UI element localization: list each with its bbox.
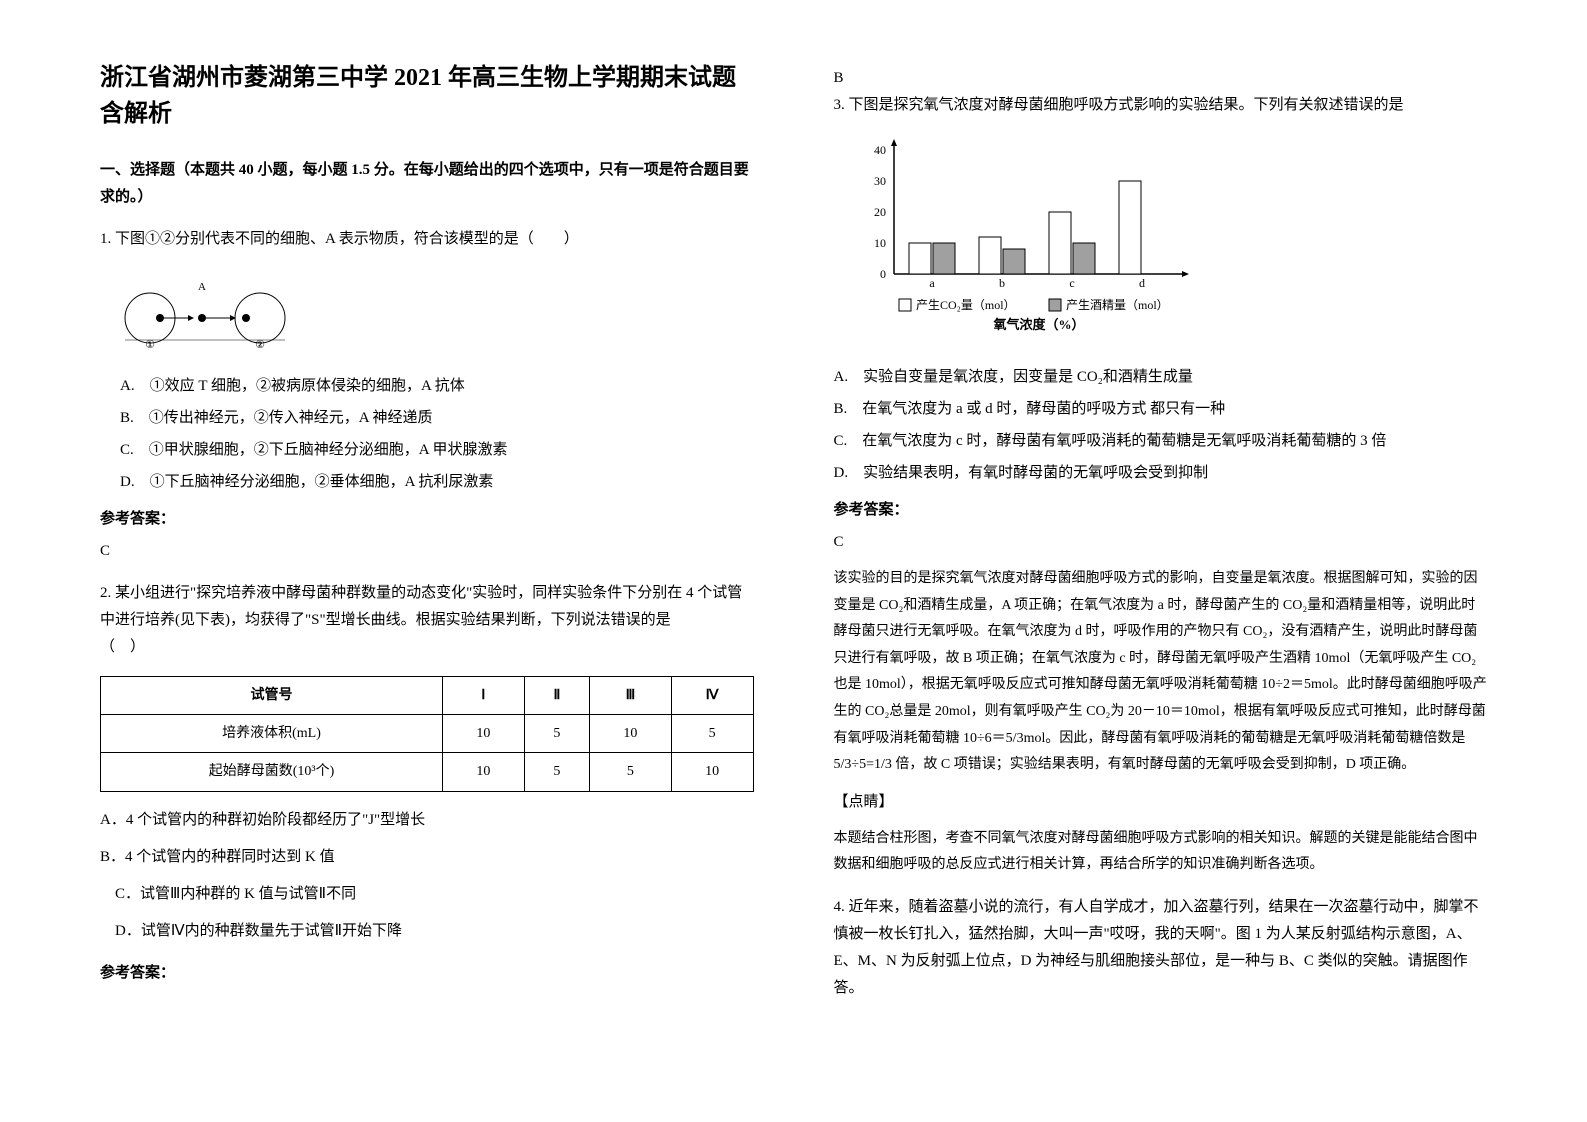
th: 试管号 [101, 677, 443, 715]
svg-text:10: 10 [874, 236, 886, 250]
svg-text:氧气浓度（%）: 氧气浓度（%） [992, 317, 1084, 332]
td: 10 [443, 753, 525, 791]
td: 5 [524, 715, 589, 753]
td: 培养液体积(mL) [101, 715, 443, 753]
q1-opt-d: D. ①下丘脑神经分泌细胞，②垂体细胞，A 抗利尿激素 [120, 469, 754, 496]
svg-text:a: a [929, 276, 935, 290]
td: 起始酵母菌数(10³个) [101, 753, 443, 791]
svg-text:0: 0 [880, 267, 886, 281]
svg-text:A: A [198, 281, 206, 293]
q3-point-label: 【点睛】 [834, 789, 1488, 816]
td: 5 [671, 715, 753, 753]
q3-explanation: 该实验的目的是探究氧气浓度对酵母菌细胞呼吸方式的影响，自变量是氧浓度。根据图解可… [834, 566, 1488, 779]
question-3: 3. 下图是探究氧气浓度对酵母菌细胞呼吸方式影响的实验结果。下列有关叙述错误的是… [834, 92, 1488, 879]
table-row: 培养液体积(mL) 10 5 10 5 [101, 715, 754, 753]
svg-text:b: b [999, 276, 1005, 290]
q3-opt-a: A. 实验自变量是氧浓度，因变量是 CO₂和酒精生成量 [834, 364, 1488, 391]
svg-text:①: ① [145, 339, 155, 348]
q3-text: 3. 下图是探究氧气浓度对酵母菌细胞呼吸方式影响的实验结果。下列有关叙述错误的是 [834, 92, 1488, 119]
td: 10 [443, 715, 525, 753]
td: 5 [590, 753, 672, 791]
q1-answer: C [100, 538, 754, 565]
svg-text:d: d [1139, 276, 1145, 290]
q2-text: 2. 某小组进行"探究培养液中酵母菌种群数量的动态变化"实验时，同样实验条件下分… [100, 580, 754, 661]
q2-opt-b: B．4 个试管内的种群同时达到 K 值 [100, 844, 754, 871]
table-row: 起始酵母菌数(10³个) 10 5 5 10 [101, 753, 754, 791]
svg-text:20: 20 [874, 205, 886, 219]
right-column: B 3. 下图是探究氧气浓度对酵母菌细胞呼吸方式影响的实验结果。下列有关叙述错误… [834, 60, 1488, 1062]
q3-opt-d: D. 实验结果表明，有氧时酵母菌的无氧呼吸会受到抑制 [834, 460, 1488, 487]
q1-options: A. ①效应 T 细胞，②被病原体侵染的细胞，A 抗体 B. ①传出神经元，②传… [120, 373, 754, 496]
q1-opt-c: C. ①甲状腺细胞，②下丘脑神经分泌细胞，A 甲状腺激素 [120, 437, 754, 464]
svg-text:40: 40 [874, 143, 886, 157]
q2-opt-a: A．4 个试管内的种群初始阶段都经历了"J"型增长 [100, 807, 754, 834]
section-header: 一、选择题（本题共 40 小题，每小题 1.5 分。在每小题给出的四个选项中，只… [100, 157, 754, 211]
q3-chart: 0 10 20 30 40 a b c d [854, 134, 1488, 344]
th: Ⅱ [524, 677, 589, 715]
q3-opt-b: B. 在氧气浓度为 a 或 d 时，酵母菌的呼吸方式 都只有一种 [834, 396, 1488, 423]
left-column: 浙江省湖州市菱湖第三中学 2021 年高三生物上学期期末试题含解析 一、选择题（… [100, 60, 754, 1062]
td: 5 [524, 753, 589, 791]
td: 10 [671, 753, 753, 791]
q3-point: 本题结合柱形图，考查不同氧气浓度对酵母菌细胞呼吸方式影响的相关知识。解题的关键是… [834, 826, 1488, 879]
svg-text:产生酒精量（mol）: 产生酒精量（mol） [1066, 298, 1169, 312]
svg-text:30: 30 [874, 174, 886, 188]
q1-answer-label: 参考答案： [100, 506, 754, 533]
th: Ⅳ [671, 677, 753, 715]
table-header-row: 试管号 Ⅰ Ⅱ Ⅲ Ⅳ [101, 677, 754, 715]
q2-answer-label: 参考答案： [100, 960, 754, 987]
q2-opt-c: C．试管Ⅲ内种群的 K 值与试管Ⅱ不同 [100, 881, 754, 908]
q2-answer: B [834, 65, 1488, 92]
question-2: 2. 某小组进行"探究培养液中酵母菌种群数量的动态变化"实验时，同样实验条件下分… [100, 580, 754, 987]
svg-text:②: ② [255, 339, 265, 348]
q3-answer: C [834, 529, 1488, 556]
question-4: 4. 近年来，随着盗墓小说的流行，有人自学成才，加入盗墓行列，结果在一次盗墓行动… [834, 894, 1488, 1002]
q1-opt-b: B. ①传出神经元，②传入神经元，A 神经递质 [120, 405, 754, 432]
q3-opt-c: C. 在氧气浓度为 c 时，酵母菌有氧呼吸消耗的葡萄糖是无氧呼吸消耗葡萄糖的 3… [834, 428, 1488, 455]
q1-diagram: A ① ② [120, 278, 320, 348]
q2-table: 试管号 Ⅰ Ⅱ Ⅲ Ⅳ 培养液体积(mL) 10 5 10 5 起始酵母菌数(1… [100, 676, 754, 792]
q1-text: 1. 下图①②分别代表不同的细胞、A 表示物质，符合该模型的是（ ） [100, 226, 754, 253]
th: Ⅰ [443, 677, 525, 715]
svg-text:c: c [1069, 276, 1074, 290]
th: Ⅲ [590, 677, 672, 715]
q2-opt-d: D．试管Ⅳ内的种群数量先于试管Ⅱ开始下降 [100, 918, 754, 945]
question-1: 1. 下图①②分别代表不同的细胞、A 表示物质，符合该模型的是（ ） A ① ②… [100, 226, 754, 565]
q1-opt-a: A. ①效应 T 细胞，②被病原体侵染的细胞，A 抗体 [120, 373, 754, 400]
td: 10 [590, 715, 672, 753]
svg-text:产生CO₂量（mol）: 产生CO₂量（mol） [916, 298, 1016, 312]
q4-text: 4. 近年来，随着盗墓小说的流行，有人自学成才，加入盗墓行列，结果在一次盗墓行动… [834, 894, 1488, 1002]
q3-answer-label: 参考答案： [834, 497, 1488, 524]
document-title: 浙江省湖州市菱湖第三中学 2021 年高三生物上学期期末试题含解析 [100, 60, 754, 132]
